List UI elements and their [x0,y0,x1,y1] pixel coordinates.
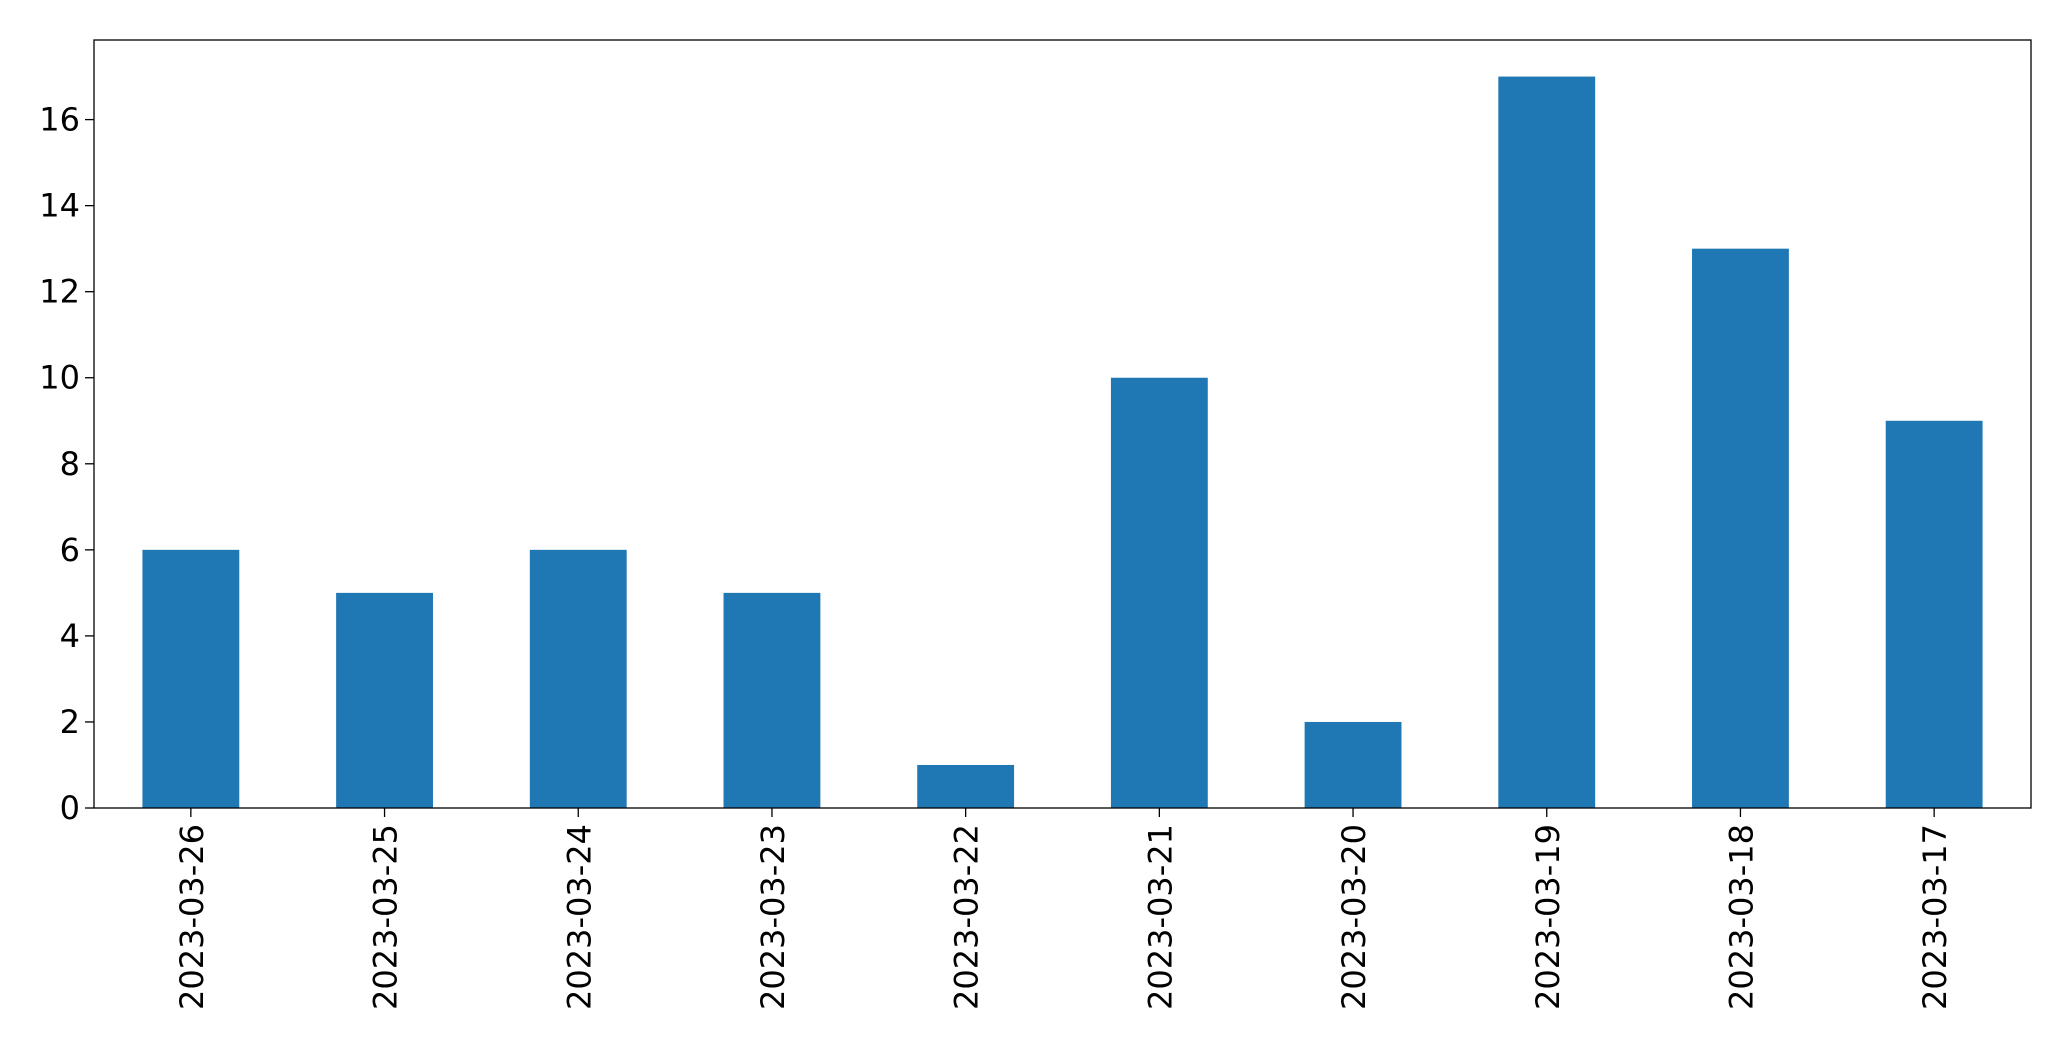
y-tick-label: 2 [60,703,80,741]
plot-frame [93,39,2032,809]
x-tick-label: 2023-03-17 [1916,824,1954,1010]
x-tick-label: 2023-03-18 [1722,824,1760,1010]
y-tick-label: 8 [60,445,80,483]
y-tick-label: 14 [39,187,80,225]
x-tick-label: 2023-03-24 [560,824,598,1010]
x-tick-label: 2023-03-19 [1529,824,1567,1010]
bar [1885,420,1983,808]
x-tick-label: 2023-03-20 [1335,824,1373,1010]
x-tick-label: 2023-03-22 [948,824,986,1010]
bar [1110,377,1208,808]
x-tick-label: 2023-03-25 [367,824,405,1010]
bar [723,592,821,808]
y-tick-label: 16 [39,101,80,139]
bar [529,549,627,808]
x-tick-label: 2023-03-21 [1141,824,1179,1010]
y-tick-label: 12 [39,273,80,311]
y-tick-label: 6 [60,531,80,569]
bar [917,764,1015,808]
bar [1304,721,1402,808]
x-tick-label: 2023-03-23 [754,824,792,1010]
x-tick-label: 2023-03-26 [173,824,211,1010]
y-tick-label: 0 [60,789,80,827]
bar [336,592,433,808]
bar [1692,248,1789,809]
y-tick-label: 4 [60,617,80,655]
y-tick-label: 10 [39,359,80,397]
bar [142,549,240,808]
bar [1498,76,1596,809]
